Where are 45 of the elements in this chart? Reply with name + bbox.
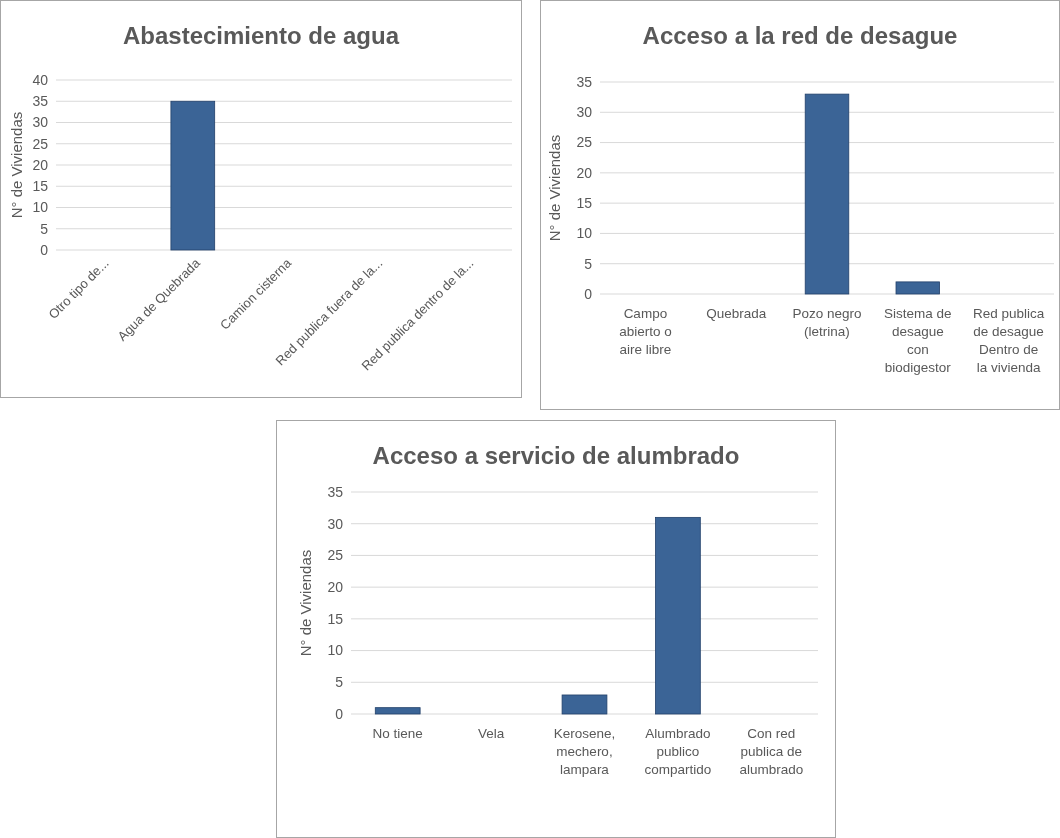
chart-title: Abastecimiento de agua	[122, 22, 400, 49]
x-tick-label: Red publica de desague Dentro de la vivienda	[972, 306, 1045, 375]
x-tick-label: Alumbrado publico compartido	[644, 726, 712, 777]
y-tick-label: 20	[576, 164, 593, 181]
y-tick-label: 0	[335, 705, 344, 722]
bar	[561, 694, 608, 715]
y-tick-label: 30	[576, 104, 593, 121]
x-tick-label: Con red publica de alumbrado	[739, 726, 804, 777]
y-axis-title: N° de Viviendas	[546, 134, 563, 242]
x-tick-label: No tiene	[372, 726, 423, 741]
y-tick-label: 40	[32, 71, 49, 88]
x-tick-label: Kerosene, mechero, lampara	[553, 726, 616, 777]
x-tick-label: Campo abierto o aire libre	[619, 306, 672, 357]
y-tick-label: 5	[40, 220, 49, 237]
chart-title: Acceso a la red de desague	[642, 22, 958, 49]
y-tick-label: 20	[32, 156, 49, 173]
y-tick-label: 25	[32, 135, 49, 152]
y-tick-label: 35	[32, 93, 49, 110]
y-tick-label: 25	[327, 547, 344, 564]
y-axis-title: N° de Viviendas	[8, 111, 25, 219]
y-tick-label: 10	[576, 225, 593, 242]
y-tick-label: 10	[327, 642, 344, 659]
y-tick-label: 0	[584, 285, 593, 302]
y-tick-label: 15	[32, 178, 49, 195]
y-tick-label: 30	[327, 515, 344, 532]
y-tick-label: 15	[576, 195, 593, 212]
y-tick-label: 5	[335, 674, 344, 691]
y-tick-label: 5	[584, 255, 593, 272]
y-tick-label: 10	[32, 199, 49, 216]
y-tick-label: 35	[327, 483, 344, 500]
x-tick-label: Sistema de desague con biodigestor	[884, 306, 952, 375]
chart-title: Acceso a servicio de alumbrado	[372, 442, 740, 469]
x-tick-label: Pozo negro (letrina)	[792, 306, 862, 339]
y-tick-label: 30	[32, 114, 49, 131]
y-tick-label: 25	[576, 134, 593, 151]
bar	[655, 516, 701, 715]
bar	[374, 707, 421, 715]
x-tick-label: Vela	[477, 726, 505, 741]
x-tick-label: Otro tipo de...	[45, 255, 112, 322]
x-tick-label: Quebrada	[706, 306, 767, 321]
y-axis-title: N° de Viviendas	[297, 549, 314, 657]
y-tick-label: 15	[327, 610, 344, 627]
y-tick-label: 20	[327, 579, 344, 596]
y-tick-label: 0	[40, 241, 49, 258]
y-tick-label: 35	[576, 73, 593, 90]
